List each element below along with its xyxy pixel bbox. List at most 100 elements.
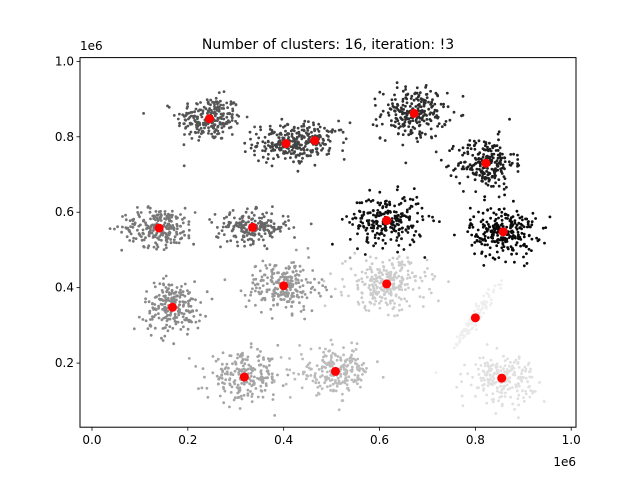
data-point bbox=[264, 382, 268, 386]
data-point bbox=[231, 373, 235, 376]
data-point bbox=[278, 227, 282, 231]
centroid-7 bbox=[248, 222, 258, 232]
data-point bbox=[500, 404, 504, 408]
data-point bbox=[413, 275, 416, 278]
data-point bbox=[376, 201, 380, 205]
data-point bbox=[461, 94, 465, 98]
data-point bbox=[212, 126, 216, 130]
data-point bbox=[509, 235, 512, 238]
data-point bbox=[344, 368, 348, 372]
data-point bbox=[207, 126, 210, 130]
data-point bbox=[251, 392, 254, 396]
data-point bbox=[477, 304, 481, 308]
data-point bbox=[356, 283, 359, 287]
data-point bbox=[324, 366, 327, 369]
data-point bbox=[249, 371, 253, 375]
data-point bbox=[478, 164, 482, 168]
data-point bbox=[402, 122, 406, 126]
data-point bbox=[425, 258, 429, 262]
data-point bbox=[177, 303, 181, 307]
data-point bbox=[427, 107, 431, 111]
data-point bbox=[350, 341, 354, 345]
data-point bbox=[324, 347, 327, 351]
data-point bbox=[354, 273, 357, 277]
data-point bbox=[393, 204, 396, 208]
data-point bbox=[424, 132, 427, 136]
data-point bbox=[491, 146, 495, 150]
data-point bbox=[214, 359, 218, 363]
data-point bbox=[211, 100, 215, 104]
data-point bbox=[400, 263, 404, 266]
data-point bbox=[222, 401, 226, 405]
data-point bbox=[257, 233, 261, 236]
data-point bbox=[193, 110, 197, 114]
data-point bbox=[374, 219, 378, 223]
data-point bbox=[240, 361, 243, 365]
data-point bbox=[429, 89, 432, 93]
data-point bbox=[408, 276, 412, 279]
data-point bbox=[254, 387, 258, 390]
data-point bbox=[249, 345, 253, 349]
data-point bbox=[474, 190, 478, 194]
data-point bbox=[505, 368, 509, 371]
data-point bbox=[267, 288, 271, 291]
data-point bbox=[113, 227, 116, 231]
y-tick-label: 0.4 bbox=[55, 281, 74, 295]
data-point bbox=[410, 102, 414, 106]
data-point bbox=[397, 244, 401, 247]
data-point bbox=[280, 298, 283, 301]
data-point bbox=[357, 302, 361, 306]
data-point bbox=[350, 349, 354, 352]
data-point bbox=[470, 164, 474, 168]
data-point bbox=[494, 213, 498, 216]
data-point bbox=[513, 219, 517, 223]
data-point bbox=[250, 218, 253, 221]
data-point bbox=[253, 375, 256, 379]
data-point bbox=[164, 326, 167, 329]
data-point bbox=[322, 279, 326, 283]
data-point bbox=[259, 376, 263, 380]
data-point bbox=[429, 103, 432, 106]
data-point bbox=[528, 375, 532, 379]
data-point bbox=[382, 293, 386, 297]
data-point bbox=[499, 384, 502, 388]
data-point bbox=[258, 216, 261, 220]
data-point bbox=[394, 120, 397, 124]
data-point bbox=[307, 366, 311, 370]
data-point bbox=[393, 302, 396, 305]
data-point bbox=[325, 134, 329, 137]
data-point bbox=[182, 143, 186, 147]
data-point bbox=[281, 384, 285, 387]
data-point bbox=[423, 256, 427, 259]
data-point bbox=[456, 164, 460, 167]
data-point bbox=[503, 236, 507, 240]
data-point bbox=[466, 230, 470, 234]
data-point bbox=[442, 102, 445, 106]
data-point bbox=[401, 143, 405, 147]
data-point bbox=[265, 211, 268, 215]
data-point bbox=[502, 175, 506, 179]
data-point bbox=[247, 220, 250, 224]
data-point bbox=[155, 213, 159, 217]
data-point bbox=[368, 211, 372, 215]
data-point bbox=[201, 129, 205, 133]
data-point bbox=[485, 371, 489, 375]
data-point bbox=[516, 153, 519, 157]
data-point bbox=[422, 103, 426, 106]
data-point bbox=[179, 293, 183, 297]
data-point bbox=[261, 395, 265, 399]
data-point bbox=[265, 266, 269, 270]
data-point bbox=[511, 364, 514, 368]
data-point bbox=[341, 277, 344, 281]
data-point bbox=[372, 226, 376, 230]
data-point bbox=[389, 301, 392, 305]
data-point bbox=[431, 98, 434, 101]
data-point bbox=[357, 364, 361, 368]
data-point bbox=[365, 240, 369, 243]
data-point bbox=[250, 400, 254, 403]
data-point bbox=[202, 123, 205, 127]
data-point bbox=[328, 364, 332, 368]
data-point bbox=[155, 243, 159, 247]
data-point bbox=[234, 223, 238, 227]
data-point bbox=[213, 130, 217, 134]
